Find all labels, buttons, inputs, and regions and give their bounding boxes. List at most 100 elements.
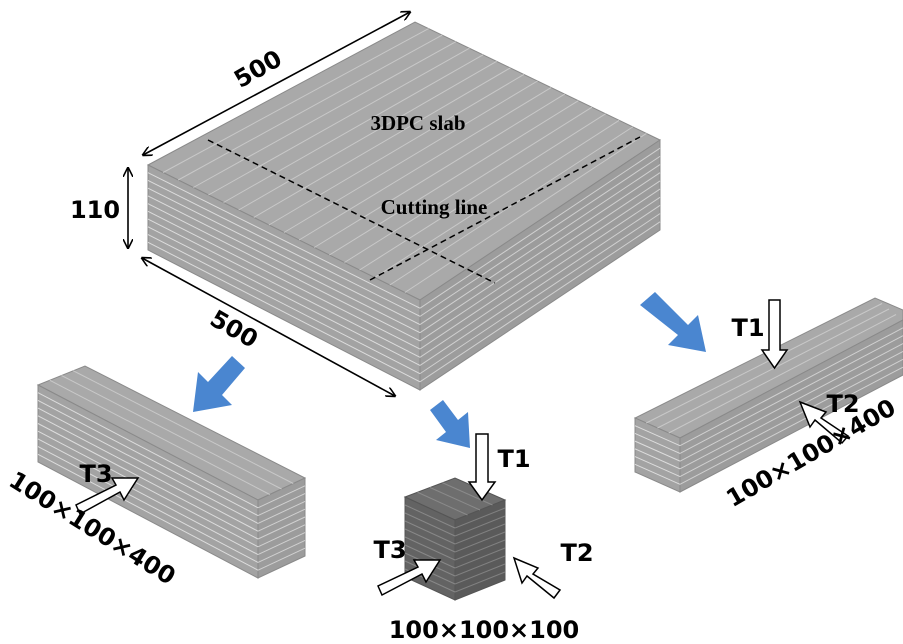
stripe [49, 379, 270, 495]
stripe [429, 487, 481, 511]
load-label: T1 [731, 314, 764, 342]
stripe [454, 523, 506, 545]
load-label: T3 [373, 536, 406, 564]
stripe [634, 432, 681, 454]
stripe [419, 188, 661, 350]
stripe [454, 555, 506, 577]
stripe [257, 500, 306, 524]
stripe [404, 536, 456, 561]
stripe [634, 425, 681, 447]
load-label: T3 [79, 460, 112, 488]
beam-right-end [634, 417, 681, 493]
stripe [646, 303, 883, 424]
specimen-size: 100×100×100 [389, 616, 580, 644]
load-arrow [467, 433, 497, 502]
stripe [37, 430, 259, 548]
stripe [37, 446, 259, 563]
stripe [329, 100, 579, 256]
load-arrows [75, 299, 850, 600]
stripe [419, 196, 661, 358]
stripe [668, 314, 897, 434]
stripe [283, 80, 538, 233]
stripe [404, 133, 647, 293]
cutting-line [207, 139, 496, 284]
stripe [419, 172, 661, 334]
flow-arrow [430, 400, 470, 448]
stripe [313, 93, 565, 248]
load-arrow [760, 299, 789, 370]
load-arrow [75, 477, 140, 516]
stripe [257, 524, 306, 548]
stripe [37, 392, 259, 509]
dimension-arrow [142, 258, 395, 396]
stripe [298, 87, 552, 241]
stripe [37, 423, 259, 540]
stripe [679, 366, 903, 485]
stripe [419, 213, 661, 375]
blue-arrows [193, 292, 706, 448]
stripe [37, 407, 259, 524]
stripe [679, 327, 903, 447]
slab-right [419, 139, 661, 391]
stripe [61, 375, 282, 490]
stripe [404, 512, 456, 537]
stripe [257, 485, 306, 509]
stripe [374, 119, 620, 278]
stripe [37, 453, 259, 571]
stripe [257, 539, 306, 563]
flow-arrow [193, 356, 245, 412]
stripe [679, 343, 903, 462]
stripe [404, 520, 456, 545]
stripe [419, 205, 661, 366]
stripe [454, 563, 506, 585]
stripe [417, 491, 468, 516]
stripe [419, 164, 661, 325]
stripe [359, 113, 606, 271]
stripe [454, 507, 506, 529]
dimension-arrow [143, 12, 410, 155]
stripe [257, 493, 306, 517]
stripe [344, 106, 593, 263]
stripe [37, 438, 259, 556]
stripe [657, 308, 890, 429]
stripe [37, 399, 259, 517]
stripe [634, 440, 681, 462]
stripe [454, 547, 506, 569]
load-arrow [512, 556, 562, 600]
stripe [442, 482, 493, 506]
stripe [679, 350, 903, 470]
load-label: T2 [826, 390, 859, 418]
stripe [454, 571, 506, 593]
cutting-line [369, 136, 641, 281]
stripe [73, 370, 294, 484]
stripe [37, 415, 259, 532]
stripe [634, 448, 681, 470]
stripe [454, 531, 506, 553]
stripe [419, 221, 661, 383]
dimension-label: 110 [70, 196, 120, 224]
stripe [257, 508, 306, 532]
stripe [679, 335, 903, 454]
stripe [419, 155, 661, 317]
cutting-line-label: Cutting line [381, 195, 488, 219]
stripe [257, 532, 306, 556]
stripe [454, 539, 506, 561]
stripe [389, 126, 634, 286]
stripe [404, 504, 456, 529]
load-arrow [377, 559, 442, 597]
stripe [634, 463, 681, 485]
load-label: T2 [560, 539, 593, 567]
stripe [419, 180, 661, 342]
dimension-label: 500 [205, 304, 262, 353]
stripe [404, 528, 456, 553]
stripe [454, 515, 506, 537]
stripe [679, 358, 903, 478]
load-label: T1 [497, 445, 530, 473]
stripe [404, 544, 456, 569]
load-arrow [798, 400, 850, 445]
stripe [634, 456, 681, 478]
flow-arrow [640, 292, 706, 352]
stripe [419, 147, 661, 309]
stripe [257, 516, 306, 540]
